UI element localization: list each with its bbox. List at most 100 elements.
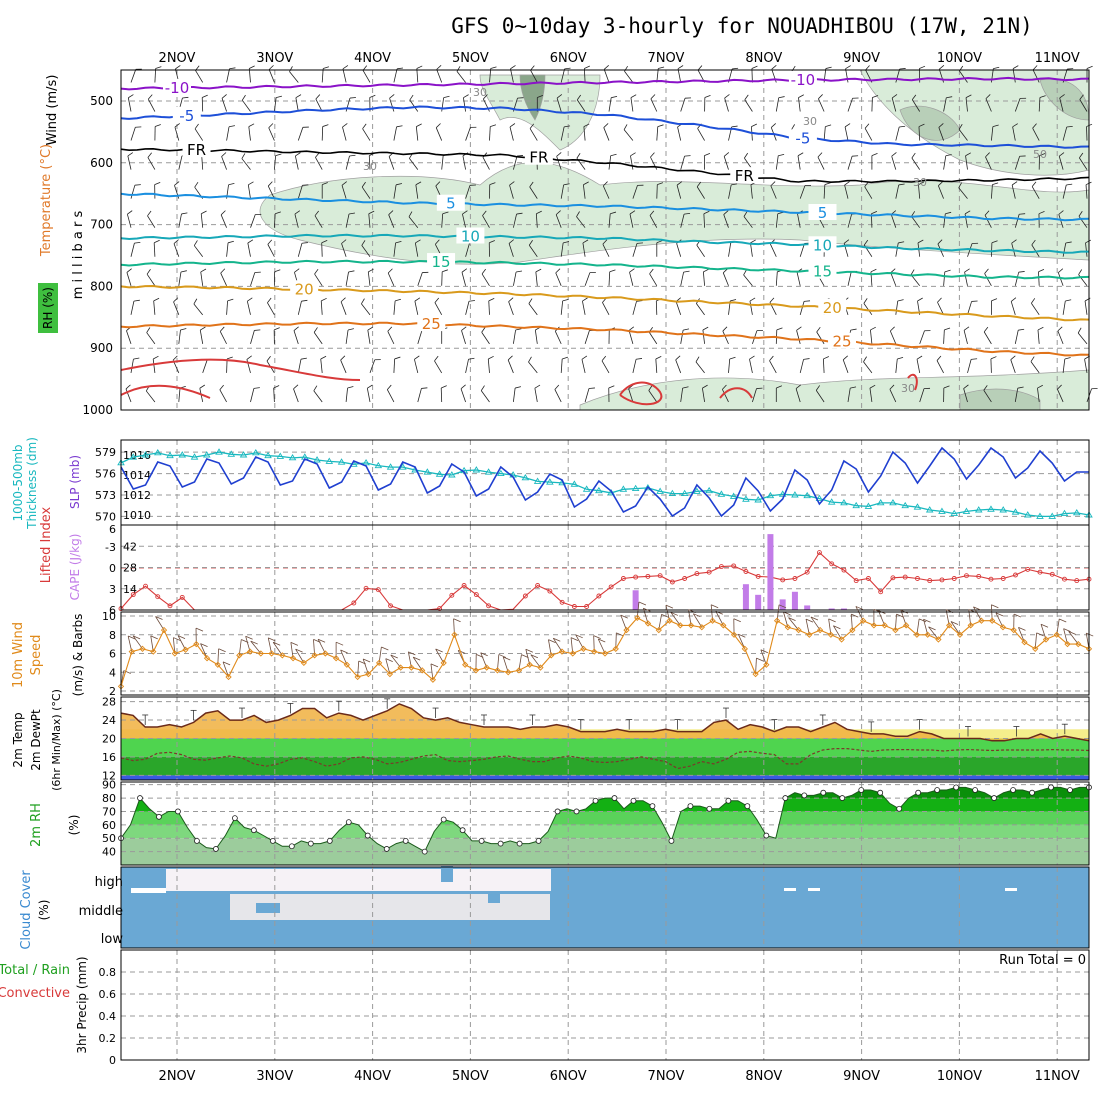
wind-barb-feather xyxy=(146,327,151,333)
wind-barb-feather xyxy=(321,297,327,302)
lifted-index-point xyxy=(461,583,467,588)
cape-tick-label: 28 xyxy=(123,562,137,575)
thickness-point xyxy=(680,489,689,497)
wind-barb xyxy=(387,331,395,345)
wind-barb-feather xyxy=(227,240,234,244)
pressure-tick-label: 900 xyxy=(90,341,113,355)
wind-barb-feather xyxy=(134,184,141,186)
wind-barb xyxy=(534,329,538,344)
wind-barb-feather xyxy=(938,123,944,128)
wind-barb xyxy=(219,389,227,403)
wind-barb xyxy=(247,242,251,257)
isotherm-label-bg xyxy=(290,280,319,297)
wind-barb-feather xyxy=(193,298,198,305)
wind-barb-feather xyxy=(870,268,877,273)
wind-barb xyxy=(154,68,157,83)
wind-barb xyxy=(1012,126,1016,141)
wind-barb xyxy=(441,213,444,228)
wind-barb-feather xyxy=(844,181,850,186)
thickness-point xyxy=(484,468,493,475)
surface-wind-barb-feather xyxy=(855,606,864,610)
wind-barb-feather xyxy=(1019,213,1026,215)
wind-barb-feather xyxy=(1079,94,1084,100)
wind-barb-feather xyxy=(936,355,942,361)
wind-barb-feather xyxy=(395,298,401,302)
wind-barb xyxy=(775,97,780,112)
wind-barb-feather xyxy=(576,211,580,217)
wind-barb xyxy=(864,186,873,199)
wind-barb xyxy=(749,359,753,374)
wind-barb-feather xyxy=(289,66,293,72)
wind-speed-point xyxy=(397,664,404,671)
cloud-patch xyxy=(205,908,217,920)
surface-wind-barb-feather xyxy=(222,661,231,666)
wind-barb-feather xyxy=(414,297,421,302)
wind-barb-feather xyxy=(872,95,879,98)
wind-barb xyxy=(910,274,921,287)
surface-wind-barb xyxy=(760,649,767,665)
wind-barb xyxy=(417,272,423,286)
wind-barb-feather xyxy=(608,385,615,389)
bottom-day-tick-label: 5NOV xyxy=(452,1069,489,1084)
wind-speed-point xyxy=(203,655,211,662)
wind-barb xyxy=(345,213,350,228)
surface-wind-barb-feather xyxy=(435,648,443,653)
wind-barb-feather xyxy=(349,154,356,157)
wind-barb-feather xyxy=(943,385,950,389)
thickness-point xyxy=(938,507,946,514)
wind-barb xyxy=(770,185,777,199)
wind-barb-feather xyxy=(823,356,830,360)
wind-barb-feather xyxy=(938,181,944,186)
wind-barb xyxy=(513,213,517,228)
wind-speed-point xyxy=(193,640,200,648)
millibars-axis-label: m i l l i b a r s xyxy=(71,211,86,300)
wind-barb-feather xyxy=(965,94,972,98)
wind-barb xyxy=(241,99,251,112)
lifted-index-point xyxy=(829,561,835,567)
wind-barb-feather xyxy=(891,152,897,157)
surface-wind-barb-feather xyxy=(593,635,601,640)
wind-barb xyxy=(250,214,256,228)
surface-wind-barb-feather xyxy=(810,616,819,621)
wind-speed-point xyxy=(1032,645,1039,652)
wind-barb-feather xyxy=(991,240,998,244)
wind-barb xyxy=(723,156,729,170)
wind-barb xyxy=(656,126,659,141)
cape-bar xyxy=(804,605,811,610)
isotherm-label: 5 xyxy=(818,204,828,222)
wind-speed-point xyxy=(903,622,910,629)
wind-barb xyxy=(387,272,395,286)
wind-barb xyxy=(1014,156,1021,170)
rh-point xyxy=(250,827,257,834)
wind-barb-feather xyxy=(1030,356,1035,362)
rh-point xyxy=(175,808,181,815)
thickness-point xyxy=(1072,508,1081,516)
thickness-point xyxy=(840,498,848,506)
wind-barb-feather xyxy=(1078,269,1083,275)
cloud-frame xyxy=(120,866,1090,949)
surface-wind-barb xyxy=(923,619,929,635)
rh-point xyxy=(744,803,751,809)
cloud-low-label: low xyxy=(101,932,124,947)
wind-barb-feather xyxy=(911,152,916,159)
wind-barb xyxy=(153,300,156,315)
precip-tick-label: 0 xyxy=(109,1054,116,1067)
wind-barb-feather xyxy=(704,152,711,156)
wind-barb-feather xyxy=(456,66,461,72)
bottom-day-tick-label: 11NOV xyxy=(1035,1069,1080,1084)
surface-wind-barb-feather xyxy=(693,613,701,618)
wind-barb xyxy=(895,68,901,83)
thickness-point xyxy=(1060,509,1069,517)
surface-wind-barb xyxy=(390,654,401,668)
wind-barb-feather xyxy=(554,384,560,390)
cape-bar xyxy=(755,594,762,610)
wind-barb xyxy=(528,303,538,316)
rh-point xyxy=(307,840,314,847)
wind-barb xyxy=(554,331,562,345)
slp-tick-label: 1012 xyxy=(123,489,151,502)
rh-point xyxy=(1067,787,1073,793)
wind-barb-feather xyxy=(629,268,635,273)
rh-point xyxy=(478,838,485,844)
rh-point xyxy=(991,795,997,801)
wind-barb xyxy=(959,70,968,83)
